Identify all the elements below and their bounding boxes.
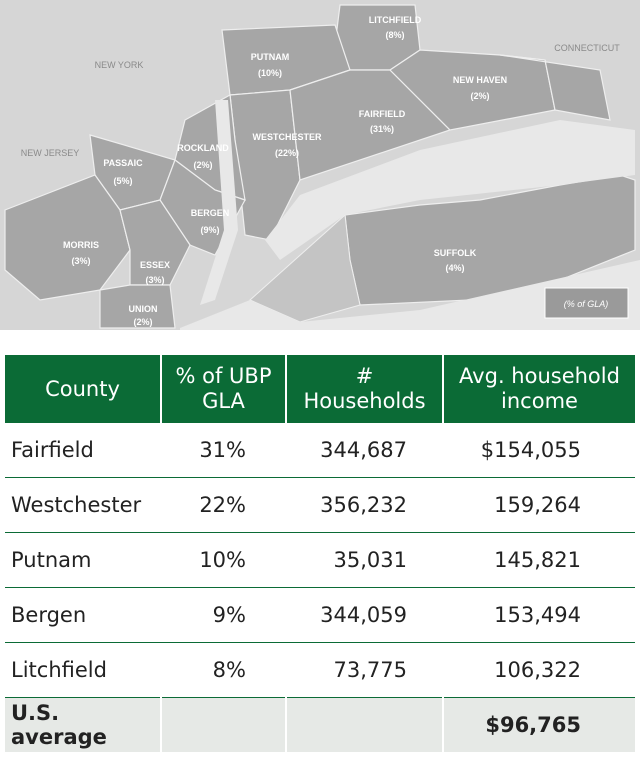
table-row: Bergen 9% 344,059 153,494: [5, 587, 635, 643]
table-cell: 10%: [161, 532, 286, 588]
table-row: Litchfield 8% 73,775 106,322: [5, 642, 635, 698]
table-row: U.S. average $96,765: [5, 697, 635, 752]
table-cell: Putnam: [5, 532, 161, 588]
county-share: (9%): [200, 225, 219, 235]
table-cell: 31%: [161, 423, 286, 478]
table-cell: $154,055: [443, 423, 635, 478]
county-share: (5%): [113, 176, 132, 186]
table-cell: [285, 697, 443, 752]
county-share: (31%): [370, 124, 394, 134]
county-share: (10%): [258, 68, 282, 78]
county-name: FAIRFIELD: [359, 109, 406, 119]
table-cell: 356,232: [286, 477, 443, 533]
table-cell: 35,031: [286, 532, 443, 588]
county-share: (2%): [133, 317, 152, 327]
table-cell: Litchfield: [5, 642, 161, 698]
county-table: County % of UBP GLA # Households Avg. ho…: [5, 355, 635, 752]
state-label: NEW JERSEY: [21, 148, 80, 158]
table-row: Fairfield 31% 344,687 $154,055: [5, 423, 635, 478]
county-name: PUTNAM: [251, 52, 290, 62]
river-water: [200, 100, 238, 305]
legend-label: (% of GLA): [564, 299, 609, 309]
header-cell: County: [45, 376, 120, 401]
table-cell: 159,264: [443, 477, 635, 533]
county-name: BERGEN: [191, 208, 230, 218]
header-cell: Avg. household income: [459, 364, 620, 413]
table-cell: 145,821: [443, 532, 635, 588]
ocean-water: [180, 260, 640, 330]
table-cell: 153,494: [443, 587, 635, 643]
county-share: (8%): [385, 30, 404, 40]
county-labels: LITCHFIELD (8%) PUTNAM (10%) NEW HAVEN (2%) FA…: [63, 15, 507, 327]
county-name: ROCKLAND: [177, 143, 229, 153]
table-cell: 344,059: [286, 587, 443, 643]
county-name: ESSEX: [140, 260, 170, 270]
state-label: CONNECTICUT: [554, 43, 620, 53]
table-cell: [160, 697, 286, 752]
table-cell: 73,775: [286, 642, 443, 698]
table-cell: U.S. average: [5, 697, 161, 752]
legend-box: [544, 287, 629, 319]
table-row: Putnam 10% 35,031 145,821: [5, 532, 635, 588]
table-row: Westchester 22% 356,232 159,264: [5, 477, 635, 533]
county-share: (3%): [71, 256, 90, 266]
header-cell: # Households: [303, 364, 426, 413]
state-label: NEW YORK: [95, 60, 144, 70]
county-name: UNION: [129, 304, 158, 314]
table-cell: 106,322: [443, 642, 635, 698]
county-share: (2%): [193, 160, 212, 170]
map: NEW YORK NEW JERSEY CONNECTICUT LITCHFIE…: [0, 0, 640, 330]
county-share: (2%): [470, 91, 489, 101]
table-cell: Bergen: [5, 587, 161, 643]
county-share: (22%): [275, 148, 299, 158]
table-cell: 9%: [161, 587, 286, 643]
table-cell: 22%: [161, 477, 286, 533]
table-cell: $96,765: [442, 697, 635, 752]
county-share: (4%): [445, 263, 464, 273]
county-name: PASSAIC: [103, 158, 143, 168]
county-name: LITCHFIELD: [369, 15, 422, 25]
header-cell: % of UBP GLA: [175, 364, 272, 413]
table-cell: 8%: [161, 642, 286, 698]
table-cell: Westchester: [5, 477, 161, 533]
table-cell: 344,687: [286, 423, 443, 478]
sound-water: [265, 120, 635, 260]
table-cell: Fairfield: [5, 423, 161, 478]
county-name: NEW HAVEN: [453, 75, 507, 85]
county-share: (3%): [145, 275, 164, 285]
county-shapes: [4, 4, 636, 329]
county-name: WESTCHESTER: [252, 132, 322, 142]
county-name: SUFFOLK: [434, 248, 477, 258]
county-name: MORRIS: [63, 240, 99, 250]
